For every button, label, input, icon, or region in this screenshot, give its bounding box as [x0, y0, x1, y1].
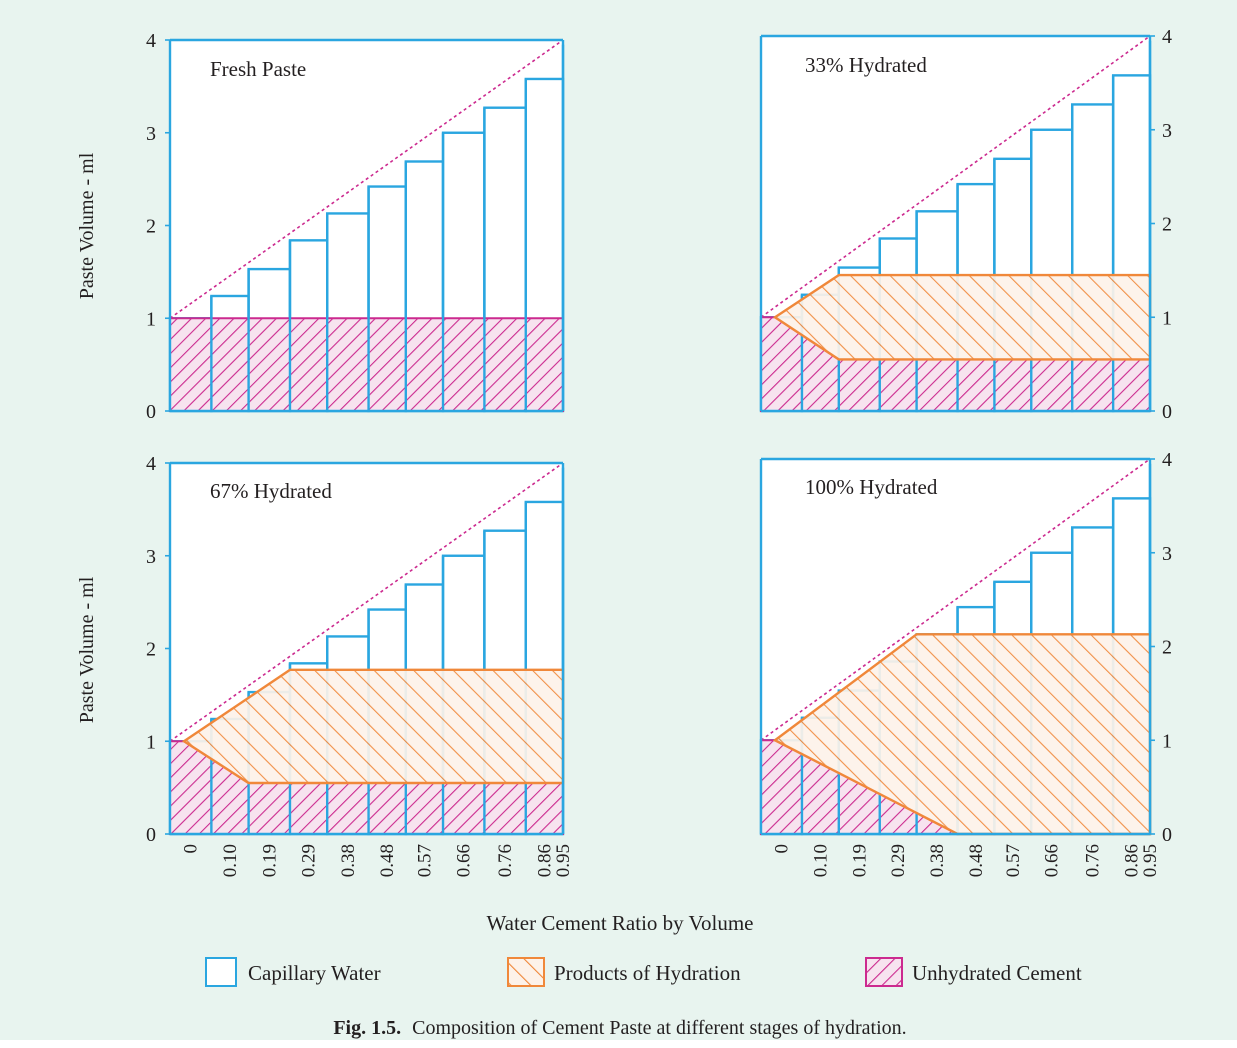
ytick-label: 0 — [1162, 401, 1172, 423]
xtick-label: 0.57 — [1003, 844, 1024, 877]
xtick-label: 0.29 — [888, 844, 909, 877]
panel-title: 33% Hydrated — [805, 53, 927, 77]
ylabel-top: Paste Volume - ml — [76, 152, 98, 299]
ytick-label: 4 — [146, 453, 156, 475]
panel-title: 100% Hydrated — [805, 475, 938, 499]
ytick-label: 4 — [1162, 26, 1172, 48]
total-volume-line — [169, 39, 564, 319]
xtick-label: 0.95 — [1140, 844, 1161, 877]
xtick-label: 0.38 — [927, 844, 948, 877]
ytick-label: 4 — [1162, 449, 1172, 471]
legend-swatch — [865, 957, 903, 987]
ylabel-bottom: Paste Volume - ml — [76, 576, 98, 723]
xtick-label: 0.86 — [534, 844, 555, 877]
ytick-label: 1 — [1162, 730, 1172, 752]
x-axis-label: Water Cement Ratio by Volume — [487, 911, 754, 935]
figure-white-border — [0, 1040, 1237, 1048]
xtick-label: 0.48 — [377, 844, 398, 877]
legend-item-2: Products of Hydration — [507, 957, 741, 987]
panel-4: 0 1 2 3 4 0 0.10 0.19 0.29 0.38 0.48 0.57 0.66 0.76 0.… — [759, 449, 1172, 877]
xtick-label: 0.66 — [1042, 844, 1063, 877]
ytick-label: 2 — [146, 639, 156, 661]
xtick-label: 0.10 — [810, 844, 831, 877]
legend-label: Capillary Water — [248, 961, 381, 985]
ytick-label: 2 — [1162, 214, 1172, 236]
xtick-label: 0 — [771, 844, 792, 854]
xtick-label: 0.48 — [966, 844, 987, 877]
ytick-label: 3 — [1162, 120, 1172, 142]
xtick-label: 0.66 — [454, 844, 475, 877]
caption-text: Composition of Cement Paste at different… — [412, 1017, 907, 1039]
caption-label: Fig. 1.5. — [333, 1017, 401, 1039]
xtick-label: 0.57 — [414, 844, 435, 877]
ytick-label: 4 — [146, 30, 156, 52]
ytick-label: 0 — [1162, 824, 1172, 846]
xtick-label: 0.29 — [299, 844, 320, 877]
legend-label: Products of Hydration — [554, 961, 741, 985]
xtick-label: 0.76 — [1083, 844, 1104, 877]
xtick-label: 0.76 — [495, 844, 516, 877]
panel-3: 0 1 2 3 4 0 0.10 0.19 0.29 0.38 0.48 0.57 0.66 0.76 0.… — [146, 453, 574, 877]
total-volume-line — [760, 35, 1151, 318]
xtick-label: 0.10 — [220, 844, 241, 877]
xtick-label: 0.19 — [259, 844, 280, 877]
ytick-label: 1 — [146, 731, 156, 753]
legend-item-1: Capillary Water — [205, 957, 381, 987]
ytick-label: 3 — [146, 546, 156, 568]
legend-label: Unhydrated Cement — [912, 961, 1082, 985]
legend-swatch — [205, 957, 237, 987]
ytick-label: 0 — [146, 401, 156, 423]
xtick-label: 0 — [181, 844, 202, 854]
ytick-label: 3 — [146, 123, 156, 145]
legend: Capillary Water Products of Hydration Unhy… — [205, 957, 1082, 987]
ytick-label: 1 — [146, 308, 156, 330]
total-volume-line — [760, 458, 1151, 741]
ytick-label: 2 — [1162, 637, 1172, 659]
panel-1: 0 1 2 3 4 Fresh Paste — [146, 30, 565, 423]
panel-2: 0 1 2 3 4 33% Hydrated — [759, 26, 1172, 423]
caption: Fig. 1.5. Composition of Cement Paste at… — [333, 1017, 906, 1039]
xtick-label: 0.86 — [1122, 844, 1143, 877]
panel-title: Fresh Paste — [210, 57, 306, 81]
ytick-label: 3 — [1162, 543, 1172, 565]
panel-title: 67% Hydrated — [210, 479, 332, 503]
xtick-label: 0.38 — [338, 844, 359, 877]
xtick-label: 0.95 — [553, 844, 574, 877]
ytick-label: 2 — [146, 216, 156, 238]
xtick-label: 0.19 — [849, 844, 870, 877]
ytick-label: 0 — [146, 824, 156, 846]
legend-item-3: Unhydrated Cement — [865, 957, 1082, 987]
unhydrated-cement-region — [169, 317, 564, 412]
legend-swatch — [507, 957, 545, 987]
total-volume-line — [169, 462, 564, 742]
ytick-label: 1 — [1162, 307, 1172, 329]
products-of-hydration-region — [772, 273, 1152, 361]
